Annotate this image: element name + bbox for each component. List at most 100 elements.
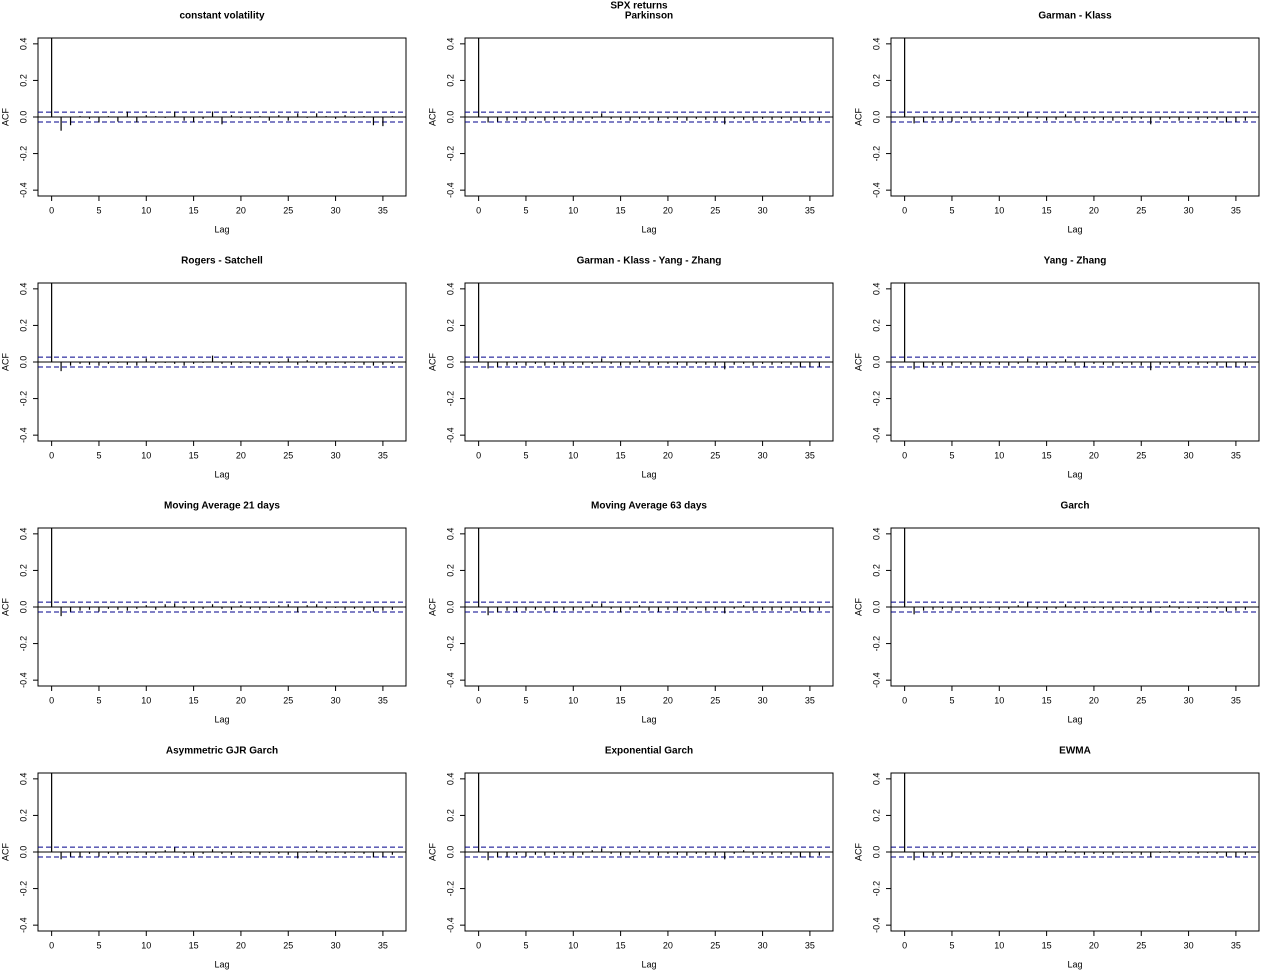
- y-tick-label: 0.2: [445, 564, 455, 577]
- y-tick-label: -0.4: [18, 672, 28, 688]
- panel-title: constant volatility: [179, 11, 264, 22]
- plot-area: [891, 283, 1259, 371]
- y-axis-label: ACF: [0, 842, 10, 861]
- x-tick-label: 10: [568, 695, 578, 705]
- x-tick-label: 15: [616, 205, 626, 215]
- y-tick-label: 0.4: [445, 528, 455, 541]
- x-tick-label: 0: [49, 695, 54, 705]
- y-tick-label: 0.4: [871, 528, 881, 541]
- x-axis-label: Lag: [641, 959, 656, 969]
- x-tick-label: 0: [902, 695, 907, 705]
- panel-title: Asymmetric GJR Garch: [166, 746, 278, 757]
- y-tick-label: 0.0: [871, 356, 881, 369]
- y-tick-label: -0.4: [18, 427, 28, 443]
- x-tick-label: 10: [141, 940, 151, 950]
- x-tick-label: 25: [1136, 695, 1146, 705]
- x-tick-label: 0: [49, 940, 54, 950]
- x-tick-label: 35: [1231, 940, 1241, 950]
- y-tick-label: 0.4: [18, 773, 28, 786]
- acf-panel: EWMA -0.4 -0.2 0.0 0.2 0.4 0 5 10 15 20 25 30 35 Lag AC…: [853, 746, 1260, 969]
- x-tick-label: 30: [331, 940, 341, 950]
- y-tick-label: 0.0: [445, 111, 455, 124]
- x-tick-label: 30: [331, 450, 341, 460]
- y-tick-label: 0.0: [18, 111, 28, 124]
- x-tick-label: 30: [331, 205, 341, 215]
- y-axis-label: ACF: [853, 352, 863, 371]
- x-tick-label: 5: [523, 205, 528, 215]
- acf-panel: Garch -0.4 -0.2 0.0 0.2 0.4 0 5 10 15 20 25 30 35 Lag A…: [853, 501, 1260, 724]
- x-tick-label: 0: [49, 450, 54, 460]
- x-tick-label: 20: [1089, 205, 1099, 215]
- x-axis-label: Lag: [1067, 224, 1082, 234]
- x-tick-label: 25: [710, 940, 720, 950]
- x-tick-label: 30: [1184, 205, 1194, 215]
- plot-area: [891, 773, 1259, 861]
- y-tick-label: 0.4: [445, 283, 455, 296]
- panel-title: Garch: [1061, 501, 1090, 512]
- x-axis-label: Lag: [641, 714, 656, 724]
- x-tick-label: 20: [663, 450, 673, 460]
- y-tick-label: 0.0: [18, 846, 28, 859]
- y-tick-label: -0.2: [445, 391, 455, 407]
- x-tick-label: 25: [283, 450, 293, 460]
- plot-area: [38, 283, 406, 372]
- x-tick-label: 15: [1042, 695, 1052, 705]
- x-tick-label: 20: [236, 205, 246, 215]
- x-axis-label: Lag: [214, 224, 229, 234]
- x-tick-label: 30: [1184, 450, 1194, 460]
- x-tick-label: 15: [616, 695, 626, 705]
- y-tick-label: 0.2: [445, 809, 455, 822]
- panel-title: Rogers - Satchell: [181, 256, 263, 267]
- x-tick-label: 5: [523, 940, 528, 950]
- y-tick-label: 0.2: [18, 809, 28, 822]
- y-axis-label: ACF: [853, 597, 863, 616]
- y-tick-label: 0.0: [871, 846, 881, 859]
- x-axis-label: Lag: [1067, 469, 1082, 479]
- x-tick-label: 15: [189, 205, 199, 215]
- x-tick-label: 25: [283, 205, 293, 215]
- y-tick-label: -0.4: [871, 182, 881, 198]
- x-tick-label: 15: [189, 940, 199, 950]
- y-tick-label: 0.0: [871, 601, 881, 614]
- x-tick-label: 25: [1136, 940, 1146, 950]
- y-tick-label: -0.2: [18, 146, 28, 162]
- x-tick-label: 35: [805, 940, 815, 950]
- y-axis-label: ACF: [0, 597, 10, 616]
- x-tick-label: 30: [331, 695, 341, 705]
- x-tick-label: 25: [710, 695, 720, 705]
- y-tick-label: 0.0: [445, 356, 455, 369]
- plot-area: [465, 38, 833, 125]
- y-axis-label: ACF: [0, 107, 10, 126]
- x-tick-label: 20: [236, 940, 246, 950]
- y-tick-label: 0.0: [445, 601, 455, 614]
- y-tick-label: 0.2: [871, 74, 881, 87]
- x-tick-label: 15: [189, 695, 199, 705]
- y-tick-label: 0.4: [871, 283, 881, 296]
- x-tick-label: 35: [1231, 450, 1241, 460]
- y-axis-label: ACF: [427, 352, 437, 371]
- x-tick-label: 25: [1136, 205, 1146, 215]
- y-tick-label: -0.2: [871, 146, 881, 162]
- y-axis-label: ACF: [427, 107, 437, 126]
- x-tick-label: 0: [476, 205, 481, 215]
- y-tick-label: 0.2: [18, 564, 28, 577]
- x-tick-label: 5: [949, 695, 954, 705]
- x-axis-label: Lag: [641, 224, 656, 234]
- x-tick-label: 0: [476, 450, 481, 460]
- panel-title: Garman - Klass - Yang - Zhang: [577, 256, 722, 267]
- y-tick-label: 0.4: [445, 38, 455, 51]
- y-tick-label: -0.2: [445, 146, 455, 162]
- plot-area: [38, 773, 406, 860]
- y-tick-label: -0.4: [445, 182, 455, 198]
- x-tick-label: 25: [283, 940, 293, 950]
- y-tick-label: -0.4: [18, 182, 28, 198]
- x-tick-label: 35: [805, 205, 815, 215]
- x-tick-label: 5: [523, 695, 528, 705]
- plot-area: [465, 283, 833, 370]
- acf-panel: Parkinson -0.4 -0.2 0.0 0.2 0.4 0 5 10 15 20 25 30 35…: [427, 11, 834, 234]
- x-tick-label: 35: [378, 940, 388, 950]
- acf-panel: Exponential Garch -0.4 -0.2 0.0 0.2 0.4 0 5 10 15…: [427, 746, 834, 969]
- y-tick-label: 0.4: [18, 38, 28, 51]
- x-tick-label: 5: [96, 205, 101, 215]
- acf-panel: Garman - Klass -0.4 -0.2 0.0 0.2 0.4 0 5 10 15 20 2…: [853, 11, 1260, 234]
